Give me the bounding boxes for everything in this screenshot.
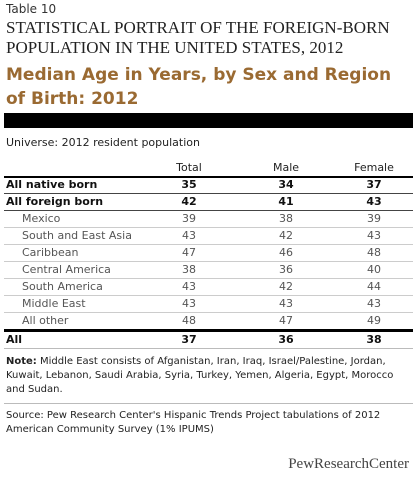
row-label: All other <box>22 314 69 327</box>
row-label: South and East Asia <box>22 229 132 242</box>
column-header: Male <box>272 161 300 174</box>
cell-value: 48 <box>367 246 381 259</box>
table-row: Caribbean 47 46 48 <box>4 245 413 261</box>
rule <box>4 403 413 404</box>
table-row: All foreign born 42 41 43 <box>4 194 413 210</box>
table-number: Table 10 <box>6 2 57 16</box>
row-label: All foreign born <box>6 195 104 208</box>
table-row: All native born 35 34 37 <box>4 177 413 193</box>
row-rule <box>4 278 413 279</box>
column-header: Total <box>176 161 202 174</box>
cell-value: 47 <box>279 314 293 327</box>
cell-value: 42 <box>279 280 293 293</box>
subtitle: Median Age in Years, by Sex and Region o… <box>6 65 392 109</box>
row-rule <box>4 210 413 211</box>
table-row: South and East Asia 43 42 43 <box>4 228 413 244</box>
brand: PewResearchCenter <box>288 456 409 472</box>
cell-value: 48 <box>182 314 196 327</box>
cell-value: 38 <box>366 333 382 346</box>
note-text: Middle East consists of Afganistan, Iran… <box>6 356 394 395</box>
row-label: All <box>6 333 23 346</box>
row-rule <box>4 176 413 178</box>
universe: Universe: 2012 resident population <box>6 136 200 149</box>
header-bar <box>4 113 413 128</box>
row-label: Mexico <box>22 212 61 225</box>
cell-value: 47 <box>182 246 196 259</box>
cell-value: 43 <box>366 195 382 208</box>
row-label: Caribbean <box>22 246 79 259</box>
cell-value: 39 <box>367 212 381 225</box>
table-row: South America 43 42 44 <box>4 279 413 295</box>
row-rule <box>4 261 413 262</box>
table-row: All other 48 47 49 <box>4 313 413 329</box>
cell-value: 43 <box>279 297 293 310</box>
cell-value: 38 <box>182 263 196 276</box>
row-rule <box>4 193 413 194</box>
table-row: Mexico 39 38 39 <box>4 211 413 227</box>
cell-value: 36 <box>278 333 294 346</box>
cell-value: 37 <box>181 333 197 346</box>
note: Note: Middle East consists of Afganistan… <box>6 355 408 397</box>
row-rule <box>4 244 413 245</box>
cell-value: 43 <box>367 229 381 242</box>
cell-value: 44 <box>367 280 381 293</box>
header-row: Total Male Female <box>4 160 413 176</box>
row-rule <box>4 295 413 296</box>
cell-value: 43 <box>182 280 196 293</box>
table-row: Middle East 43 43 43 <box>4 296 413 312</box>
cell-value: 37 <box>366 178 382 191</box>
cell-value: 46 <box>279 246 293 259</box>
source: Source: Pew Research Center's Hispanic T… <box>6 410 381 435</box>
cell-value: 41 <box>278 195 294 208</box>
cell-value: 34 <box>278 178 294 191</box>
row-rule <box>4 312 413 313</box>
cell-value: 43 <box>182 229 196 242</box>
row-label: All native born <box>6 178 98 191</box>
cell-value: 43 <box>182 297 196 310</box>
cell-value: 38 <box>279 212 293 225</box>
row-label: Central America <box>22 263 111 276</box>
column-header: Female <box>354 161 394 174</box>
cell-value: 42 <box>279 229 293 242</box>
cell-value: 42 <box>181 195 197 208</box>
note-label: Note: <box>6 356 37 367</box>
row-rule <box>4 329 413 332</box>
cell-value: 39 <box>182 212 196 225</box>
table-row: Central America 38 36 40 <box>4 262 413 278</box>
cell-value: 43 <box>367 297 381 310</box>
row-rule <box>4 227 413 228</box>
rule <box>4 348 413 349</box>
cell-value: 49 <box>367 314 381 327</box>
row-label: South America <box>22 280 103 293</box>
table-row: All 37 36 38 <box>4 332 413 348</box>
cell-value: 35 <box>181 178 197 191</box>
row-label: Middle East <box>22 297 86 310</box>
cell-value: 36 <box>279 263 293 276</box>
cell-value: 40 <box>367 263 381 276</box>
title: STATISTICAL PORTRAIT OF THE FOREIGN-BORN… <box>6 18 390 57</box>
